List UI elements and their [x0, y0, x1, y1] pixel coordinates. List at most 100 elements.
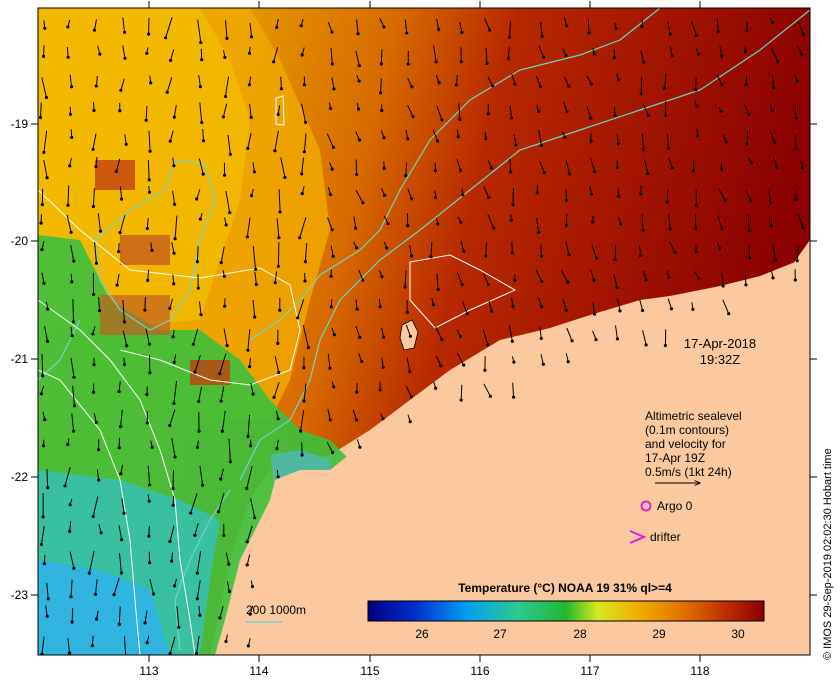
velocity-arrow	[565, 159, 570, 175]
velocity-arrow	[97, 213, 101, 232]
velocity-arrow-head	[747, 229, 751, 233]
velocity-arrow-head	[147, 32, 151, 36]
velocity-arrow-head	[145, 392, 149, 397]
velocity-arrow-head	[201, 139, 206, 143]
velocity-arrow-head	[97, 448, 101, 452]
velocity-arrow-head	[93, 592, 98, 596]
velocity-arrow	[692, 159, 695, 171]
velocity-arrow-head	[382, 136, 386, 140]
velocity-arrow-head	[246, 434, 250, 438]
velocity-arrow	[355, 159, 358, 175]
velocity-arrow	[639, 245, 642, 256]
velocity-arrow	[509, 105, 513, 118]
velocity-arrow-head	[641, 308, 645, 313]
velocity-arrow	[226, 581, 230, 592]
velocity-arrow-head	[720, 83, 724, 87]
velocity-arrow-head	[68, 503, 72, 507]
velocity-arrow-head	[329, 106, 333, 110]
velocity-arrow-head	[379, 91, 383, 95]
velocity-arrow-head	[168, 139, 172, 143]
velocity-arrow-head	[247, 83, 251, 87]
velocity-arrow	[488, 300, 493, 312]
velocity-arrow	[303, 133, 307, 152]
velocity-arrow	[219, 605, 224, 619]
velocity-arrow	[148, 525, 150, 537]
velocity-arrow-head	[122, 362, 126, 366]
velocity-arrow	[194, 354, 201, 373]
altimetry-line: and velocity for	[645, 437, 726, 451]
velocity-arrow-head	[298, 236, 302, 240]
velocity-arrow	[148, 130, 151, 152]
velocity-arrow-head	[40, 652, 44, 655]
colorbar-tick-label: 29	[652, 627, 666, 641]
velocity-arrow-head	[46, 486, 50, 490]
velocity-arrow-head	[488, 28, 492, 32]
velocity-arrow	[247, 414, 251, 437]
velocity-arrow-head	[354, 226, 358, 230]
velocity-arrow	[565, 240, 570, 255]
velocity-arrow-head	[172, 251, 176, 255]
velocity-arrow-head	[328, 418, 332, 422]
velocity-arrow-head	[355, 246, 359, 250]
velocity-arrow-head	[250, 194, 254, 198]
velocity-arrow-head	[439, 364, 443, 368]
velocity-arrow-head	[795, 259, 799, 263]
velocity-arrow-head	[72, 566, 76, 570]
velocity-arrow	[120, 409, 123, 427]
velocity-arrow	[695, 190, 698, 206]
velocity-arrow	[748, 244, 750, 258]
velocity-arrow-head	[246, 146, 250, 150]
velocity-arrow-head	[329, 305, 333, 309]
velocity-arrow	[326, 442, 334, 453]
velocity-arrow	[669, 241, 676, 253]
velocity-arrow	[174, 215, 178, 239]
velocity-arrow	[664, 72, 667, 89]
velocity-arrow	[118, 381, 121, 392]
velocity-arrow	[71, 607, 74, 623]
velocity-arrow	[747, 214, 750, 231]
velocity-arrow-head	[120, 197, 124, 201]
velocity-arrow	[220, 386, 225, 402]
velocity-arrow-head	[42, 281, 46, 285]
velocity-arrow-head	[507, 35, 512, 39]
velocity-arrow-head	[410, 197, 414, 201]
x-tick-label: 113	[139, 664, 158, 678]
velocity-arrow	[482, 273, 489, 285]
velocity-arrow	[196, 580, 201, 599]
velocity-arrow-head	[355, 307, 359, 311]
velocity-arrow-head	[356, 107, 361, 111]
velocity-arrow-head	[44, 95, 49, 100]
colorbar-ticks: 26 27 28 29 30	[415, 627, 745, 641]
velocity-arrow-head	[506, 56, 510, 60]
velocity-arrow	[202, 128, 204, 141]
velocity-arrow	[66, 47, 69, 58]
velocity-arrow	[121, 498, 125, 514]
y-tick-label: -22	[11, 470, 29, 484]
velocity-arrow-head	[802, 33, 806, 37]
x-tick-label: 118	[690, 664, 709, 678]
velocity-arrow-head	[670, 53, 674, 57]
velocity-arrow	[169, 298, 174, 309]
velocity-arrow	[642, 133, 644, 150]
velocity-arrow-head	[193, 370, 197, 374]
velocity-arrow	[46, 469, 49, 488]
velocity-arrow	[719, 46, 723, 57]
velocity-arrow-head	[694, 88, 698, 92]
velocity-arrow-head	[117, 446, 121, 450]
velocity-arrow-head	[195, 597, 199, 601]
velocity-arrow-head	[617, 194, 621, 198]
velocity-arrow	[144, 610, 148, 623]
velocity-arrow-head	[619, 222, 623, 226]
velocity-arrow	[769, 130, 776, 143]
velocity-arrow-head	[223, 94, 228, 99]
velocity-arrow	[459, 21, 463, 33]
velocity-arrow-head	[254, 267, 258, 271]
velocity-arrow-head	[801, 226, 805, 230]
velocity-arrow	[768, 188, 772, 203]
velocity-arrow	[225, 76, 229, 97]
velocity-arrow-head	[173, 584, 177, 588]
velocity-arrow	[145, 105, 148, 121]
velocity-arrow	[225, 190, 231, 213]
velocity-arrow	[379, 18, 385, 28]
